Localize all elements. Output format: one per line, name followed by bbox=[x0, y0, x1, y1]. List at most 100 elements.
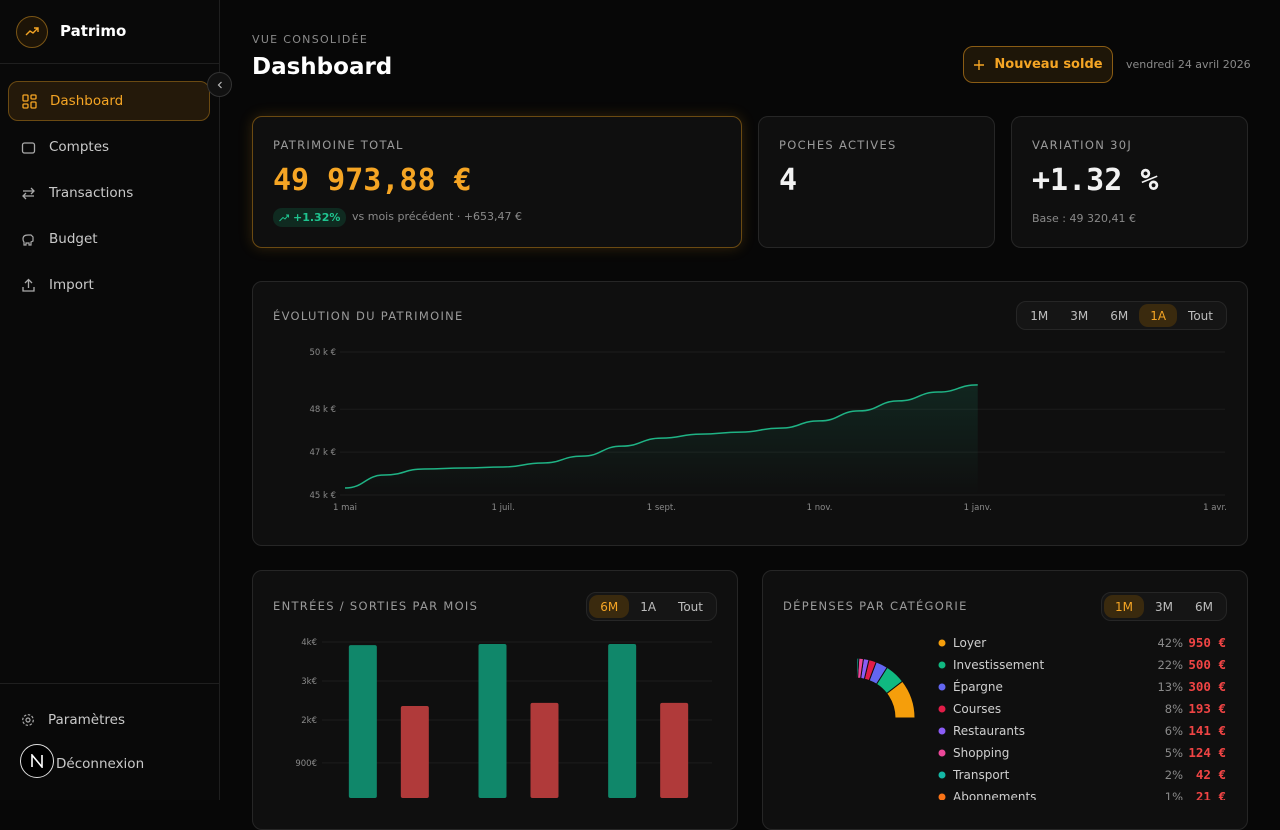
evolution-card: ÉVOLUTION DU PATRIMOINE 1M 3M 6M 1A Tout bbox=[252, 281, 1248, 546]
kpi-label: PATRIMOINE TOTAL bbox=[273, 138, 404, 152]
page: Patrimo html,body{margin:0;padding:0;wid… bbox=[0, 0, 1251, 830]
charts-layer: 45 k € 47 k € 48 k € 50 k € 1 mai 1 juil. 1 se… bbox=[295, 348, 1227, 800]
range-selector: 1M 3M 6M bbox=[1101, 592, 1227, 621]
legend-amount: 193 € bbox=[1188, 701, 1226, 716]
y-tick-label: 3k€ bbox=[301, 677, 317, 687]
kpi-card: VARIATION 30J +1.32 % Base : 49 320,41 € bbox=[1011, 116, 1248, 248]
legend-dot bbox=[938, 793, 946, 800]
legend-dot bbox=[938, 727, 946, 735]
legend-share: 5% bbox=[1165, 746, 1183, 760]
range-pill[interactable]: 3M bbox=[1070, 308, 1089, 323]
legend-label: Abonnements bbox=[953, 790, 1036, 800]
range-pill[interactable]: 6M bbox=[1195, 599, 1213, 614]
nav-label: Paramètres bbox=[48, 712, 125, 728]
date: vendredi 24 avril 2026 bbox=[1126, 58, 1251, 71]
divider bbox=[0, 63, 219, 64]
button-label: Nouveau solde bbox=[994, 57, 1103, 72]
y-tick-label: 50 k € bbox=[309, 348, 336, 358]
nav-label: Comptes bbox=[49, 139, 110, 155]
legend-dot bbox=[938, 683, 946, 691]
nav-item[interactable]: Dashboard bbox=[8, 81, 210, 121]
nav-item[interactable]: Transactions bbox=[8, 173, 210, 213]
legend-share: 6% bbox=[1165, 724, 1183, 738]
bar bbox=[348, 645, 377, 798]
y-tick-label: 4k€ bbox=[301, 638, 317, 648]
legend-share: 13% bbox=[1157, 680, 1183, 694]
nav-label: Transactions bbox=[49, 185, 134, 201]
legend-label: Courses bbox=[953, 702, 1001, 716]
brand-name: Patrimo bbox=[60, 22, 127, 40]
kpi-value: 49 973,88 € bbox=[273, 163, 472, 198]
card-title: ENTRÉES / SORTIES PAR MOIS bbox=[273, 599, 479, 613]
range-pill[interactable]: Tout bbox=[678, 599, 703, 614]
x-tick-label: 1 mai bbox=[333, 503, 357, 513]
range-pill[interactable]: 6M bbox=[589, 595, 630, 618]
settings-link[interactable]: Paramètres bbox=[8, 700, 210, 740]
legend-label: Transport bbox=[952, 768, 1010, 782]
legend-dot bbox=[938, 749, 946, 757]
legend-dot bbox=[938, 661, 946, 669]
y-tick-label: 2k€ bbox=[301, 716, 317, 726]
y-tick-label: 48 k € bbox=[309, 405, 336, 415]
bar bbox=[400, 705, 429, 798]
kpi-note: vs mois précédent · +653,47 € bbox=[352, 210, 523, 223]
nav-label: Déconnexion bbox=[56, 756, 145, 772]
collapse-button[interactable] bbox=[207, 72, 232, 97]
line-area bbox=[345, 384, 978, 495]
kpi-value: 4 bbox=[779, 163, 798, 198]
badge-text: +1.32% bbox=[293, 211, 341, 224]
kpi-badge: +1.32% bbox=[273, 208, 347, 227]
range-pill[interactable]: 1M bbox=[1104, 595, 1144, 618]
line-series bbox=[344, 384, 978, 489]
legend-amount: 141 € bbox=[1188, 723, 1226, 738]
kpi-note: Base : 49 320,41 € bbox=[1032, 212, 1136, 225]
y-tick-label: 900€ bbox=[295, 759, 317, 769]
x-tick-label: 1 sept. bbox=[647, 503, 676, 513]
card-title: ÉVOLUTION DU PATRIMOINE bbox=[273, 309, 464, 323]
range-pill[interactable]: Tout bbox=[1188, 308, 1213, 323]
brand-logo bbox=[16, 16, 48, 48]
sidebar: Patrimo Dashboard Comptes Transactions B… bbox=[0, 0, 232, 800]
eyebrow: VUE CONSOLIDÉE bbox=[252, 33, 369, 46]
nav-item[interactable]: Comptes bbox=[8, 127, 210, 167]
range-pill[interactable]: 1A bbox=[1139, 304, 1178, 327]
kpi-card: POCHES ACTIVES 4 bbox=[758, 116, 995, 248]
legend-label: Shopping bbox=[953, 746, 1009, 760]
legend-amount: 300 € bbox=[1188, 679, 1226, 694]
legend-label: Investissement bbox=[953, 658, 1044, 672]
divider bbox=[0, 683, 219, 684]
legend-share: 2% bbox=[1165, 768, 1183, 782]
x-tick-label: 1 juil. bbox=[492, 503, 515, 513]
legend-dot bbox=[938, 639, 946, 647]
legend-share: 42% bbox=[1157, 636, 1183, 650]
legend-share: 1% bbox=[1165, 790, 1183, 800]
legend-amount: 42 € bbox=[1196, 767, 1226, 782]
nav-item[interactable]: Budget bbox=[8, 219, 210, 259]
x-tick-label: 1 janv. bbox=[964, 503, 992, 513]
kpi-value: +1.32 % bbox=[1032, 163, 1159, 198]
kpi-label: POCHES ACTIVES bbox=[779, 138, 897, 152]
x-tick-label: 1 nov. bbox=[807, 503, 833, 513]
legend-share: 22% bbox=[1157, 658, 1183, 672]
x-tick-label: 1 avr. bbox=[1203, 503, 1227, 513]
nav-label: Budget bbox=[49, 231, 98, 247]
range-pill[interactable]: 3M bbox=[1155, 599, 1173, 614]
legend-amount: 21 € bbox=[1196, 789, 1226, 800]
legend-share: 8% bbox=[1165, 702, 1183, 716]
avatar-badge[interactable] bbox=[20, 744, 54, 778]
new-balance-button[interactable]: Nouveau solde bbox=[963, 46, 1113, 83]
body: {"sidebar":{"brand":"Patrimo","nav":["Da… bbox=[0, 0, 1251, 830]
legend-amount: 500 € bbox=[1188, 657, 1226, 672]
kpi-card: PATRIMOINE TOTAL 49 973,88 € +1.32% vs m… bbox=[252, 116, 742, 248]
legend-label: Épargne bbox=[953, 679, 1003, 694]
page-title: Dashboard bbox=[252, 54, 393, 80]
range-pill[interactable]: 6M bbox=[1110, 308, 1129, 323]
bar bbox=[478, 643, 507, 798]
range-selector: 6M 1A Tout bbox=[586, 592, 717, 621]
card-title: DÉPENSES PAR CATÉGORIE bbox=[783, 599, 968, 613]
legend-label: Restaurants bbox=[953, 724, 1025, 738]
logout-link[interactable]: Déconnexion bbox=[8, 744, 210, 784]
range-pill[interactable]: 1A bbox=[640, 599, 657, 614]
nav-item[interactable]: Import bbox=[8, 265, 210, 305]
range-pill[interactable]: 1M bbox=[1030, 308, 1049, 323]
